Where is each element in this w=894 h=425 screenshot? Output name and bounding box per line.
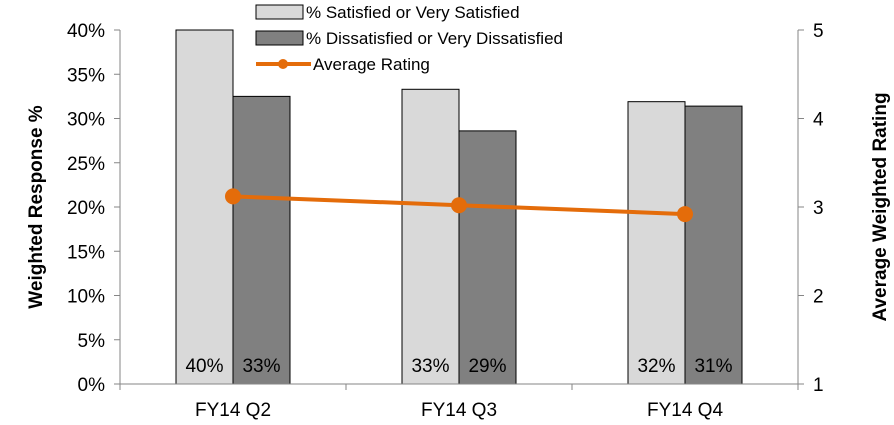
bar-data-label: 31% [694, 356, 732, 377]
y2-axis-title: Average Weighted Rating [870, 92, 891, 321]
line-layer [225, 188, 693, 223]
average-rating-point [677, 206, 693, 223]
legend-marker-average [278, 59, 288, 69]
y-axis-title: Weighted Response % [26, 105, 47, 309]
x-tick-label: FY14 Q4 [647, 400, 723, 421]
y-tick-label: 5% [78, 331, 106, 352]
legend: % Satisfied or Very Satisfied % Dissatis… [255, 3, 563, 74]
legend-label-satisfied: % Satisfied or Very Satisfied [306, 3, 520, 22]
bar-dissatisfied [684, 105, 743, 385]
bar-data-label: 33% [411, 356, 449, 377]
ticks-layer: 0% 5% 10% 15% 20% 25% 30% 35% 40% 1 2 3 4 5 FY14 Q2 FY1… [67, 21, 824, 421]
y2-tick-label: 2 [813, 287, 824, 308]
average-rating-point [225, 188, 241, 205]
y-tick-label: 30% [67, 110, 105, 131]
y2-tick-label: 4 [813, 110, 824, 131]
y-tick-label: 10% [67, 287, 105, 308]
y2-tick-label: 1 [813, 375, 824, 396]
bar-data-label: 33% [242, 356, 280, 377]
bar-data-label: 40% [185, 356, 223, 377]
bar-satisfied [401, 88, 460, 385]
bar-satisfied [627, 101, 686, 385]
y-tick-label: 0% [78, 375, 106, 396]
legend-swatch-satisfied [255, 4, 304, 20]
y-tick-label: 40% [67, 21, 105, 42]
y-tick-label: 35% [67, 65, 105, 86]
bar-dissatisfied [458, 130, 517, 385]
bar-data-label: 29% [468, 356, 506, 377]
legend-swatch-dissatisfied [255, 30, 304, 46]
y2-tick-label: 5 [813, 21, 824, 42]
bar-data-label: 32% [637, 356, 675, 377]
legend-label-dissatisfied: % Dissatisfied or Very Dissatisfied [306, 29, 563, 48]
y-tick-label: 25% [67, 154, 105, 175]
y-tick-label: 20% [67, 198, 105, 219]
legend-label-average: Average Rating [313, 55, 430, 74]
bar-dissatisfied [232, 95, 291, 385]
labels-layer: 40% 33% 32% 33% 29% 31% [185, 356, 732, 377]
bar-satisfied [175, 29, 234, 385]
x-tick-label: FY14 Q3 [421, 400, 497, 421]
y-tick-label: 15% [67, 242, 105, 263]
average-rating-point [451, 197, 467, 214]
y2-tick-label: 3 [813, 198, 824, 219]
bars-layer [175, 29, 743, 385]
x-tick-label: FY14 Q2 [195, 400, 271, 421]
